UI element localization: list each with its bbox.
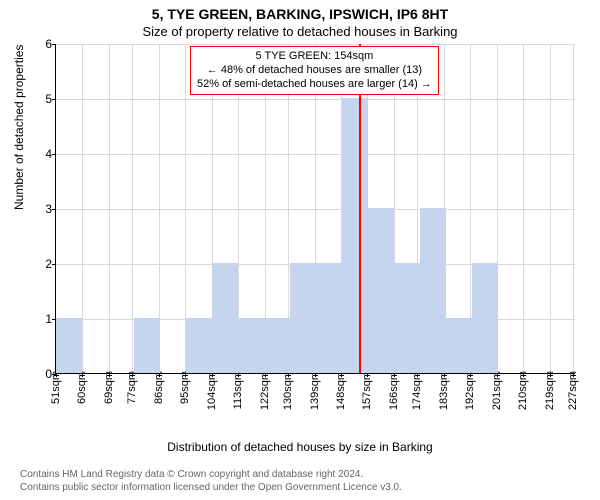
x-tick-label: 122sqm (259, 371, 271, 410)
bar (186, 318, 212, 373)
x-tick-label: 60sqm (76, 371, 88, 404)
y-tick-mark (52, 154, 56, 155)
info-line-3: 52% of semi-detached houses are larger (… (197, 78, 432, 92)
bar (212, 263, 238, 373)
x-tick-label: 157sqm (361, 371, 373, 410)
title-line-2: Size of property relative to detached ho… (0, 22, 600, 39)
x-tick-label: 139sqm (309, 371, 321, 410)
info-line-1: 5 TYE GREEN: 154sqm (197, 50, 432, 64)
bar (420, 208, 446, 373)
x-tick-label: 201sqm (491, 371, 503, 410)
gridline-v (109, 44, 110, 373)
gridline-v (523, 44, 524, 373)
bar (394, 263, 420, 373)
title-line-1: 5, TYE GREEN, BARKING, IPSWICH, IP6 8HT (0, 0, 600, 22)
bar (290, 263, 316, 373)
x-tick-label: 95sqm (179, 371, 191, 404)
y-tick-label: 3 (32, 202, 52, 216)
y-tick-label: 6 (32, 37, 52, 51)
x-tick-label: 174sqm (411, 371, 423, 410)
x-tick-label: 219sqm (544, 371, 556, 410)
y-tick-label: 1 (32, 312, 52, 326)
bar (316, 263, 342, 373)
gridline-v (550, 44, 551, 373)
gridline-v (573, 44, 574, 373)
bar (264, 318, 290, 373)
bar (472, 263, 498, 373)
x-tick-label: 113sqm (232, 371, 244, 409)
x-tick-label: 183sqm (438, 371, 450, 410)
x-tick-label: 166sqm (388, 371, 400, 410)
chart-container: 5, TYE GREEN, BARKING, IPSWICH, IP6 8HT … (0, 0, 600, 500)
x-tick-label: 69sqm (103, 371, 115, 404)
bar (56, 318, 82, 373)
x-tick-label: 130sqm (282, 371, 294, 410)
footer-line-2: Contains public sector information licen… (20, 481, 600, 494)
x-tick-label: 51sqm (50, 371, 62, 404)
bar (446, 318, 472, 373)
x-tick-label: 77sqm (126, 371, 138, 404)
y-tick-label: 0 (32, 367, 52, 381)
info-line-2: ← 48% of detached houses are smaller (13… (197, 64, 432, 78)
gridline-v (82, 44, 83, 373)
y-tick-mark (52, 264, 56, 265)
x-tick-label: 86sqm (153, 371, 165, 404)
y-tick-label: 5 (32, 92, 52, 106)
y-tick-mark (52, 209, 56, 210)
y-tick-mark (52, 99, 56, 100)
x-axis-caption: Distribution of detached houses by size … (0, 440, 600, 454)
x-tick-label: 210sqm (517, 371, 529, 410)
bar (238, 318, 264, 373)
x-tick-label: 104sqm (206, 371, 218, 410)
chart-area: 012345651sqm60sqm69sqm77sqm86sqm95sqm104… (55, 44, 575, 374)
bar (342, 98, 368, 373)
bar (134, 318, 160, 373)
x-tick-label: 227sqm (567, 371, 579, 410)
info-box: 5 TYE GREEN: 154sqm ← 48% of detached ho… (190, 46, 439, 95)
y-tick-label: 4 (32, 147, 52, 161)
footer-line-1: Contains HM Land Registry data © Crown c… (20, 468, 600, 481)
y-axis-label: Number of detached properties (12, 45, 26, 210)
y-tick-label: 2 (32, 257, 52, 271)
x-tick-label: 192sqm (464, 371, 476, 410)
y-tick-mark (52, 44, 56, 45)
x-tick-label: 148sqm (335, 371, 347, 410)
footer: Contains HM Land Registry data © Crown c… (0, 468, 600, 494)
bar (368, 208, 394, 373)
